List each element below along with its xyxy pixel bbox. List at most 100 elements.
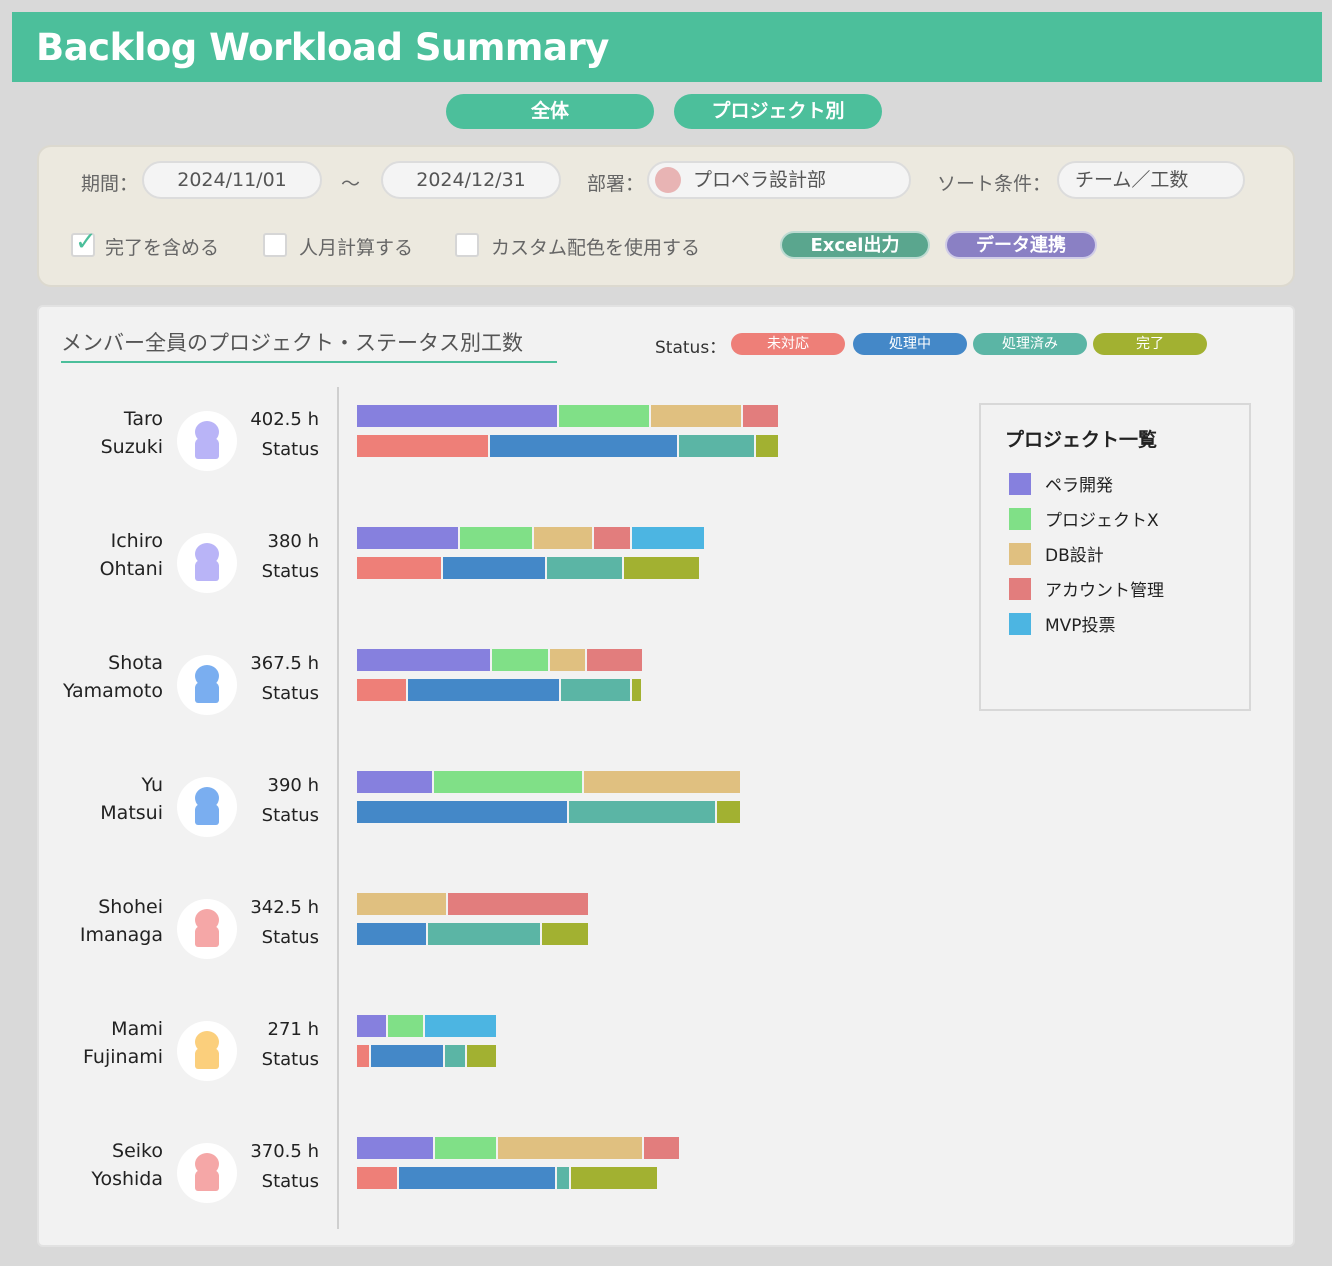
project-bar [357, 1015, 496, 1037]
project-segment[interactable] [559, 405, 649, 427]
avatar-icon [177, 655, 237, 715]
status-segment[interactable] [490, 435, 677, 457]
status-bar [357, 1167, 657, 1189]
project-segment[interactable] [448, 893, 588, 915]
avatar-icon [177, 899, 237, 959]
status-segment[interactable] [756, 435, 778, 457]
status-segment[interactable] [443, 557, 545, 579]
member-hours: 380 h Status [262, 527, 319, 587]
member-row: Seiko Yoshida 370.5 h Status [39, 1137, 959, 1247]
project-segment[interactable] [587, 649, 642, 671]
project-segment[interactable] [492, 649, 548, 671]
member-first-name: Yu [141, 774, 163, 796]
member-row: Yu Matsui 390 h Status [39, 771, 959, 881]
avatar-head [195, 421, 219, 443]
check-icon: ✓ [75, 227, 97, 257]
member-name: Ichiro Ohtani [100, 527, 163, 583]
member-hours: 367.5 h Status [250, 649, 319, 709]
legend-label: MVP投票 [1045, 616, 1116, 636]
status-segment[interactable] [547, 557, 622, 579]
project-segment[interactable] [534, 527, 592, 549]
status-segment[interactable] [717, 801, 740, 823]
legend-swatch [1009, 473, 1031, 495]
member-hours: 370.5 h Status [250, 1137, 319, 1197]
status-segment[interactable] [357, 435, 488, 457]
status-segment[interactable] [445, 1045, 465, 1067]
avatar-icon [177, 1143, 237, 1203]
member-row: Taro Suzuki 402.5 h Status [39, 405, 959, 515]
project-segment[interactable] [460, 527, 532, 549]
status-segment[interactable] [371, 1045, 443, 1067]
project-segment[interactable] [651, 405, 741, 427]
status-chip: 処理済み [973, 333, 1087, 355]
legend-label: DB設計 [1045, 546, 1104, 566]
tab-by-project[interactable]: プロジェクト別 [674, 94, 882, 129]
member-last-name: Yoshida [91, 1168, 163, 1190]
status-bar [357, 801, 740, 823]
excel-export-button[interactable]: Excel出力 [780, 231, 930, 259]
status-segment[interactable] [624, 557, 699, 579]
department-select[interactable]: プロペラ設計部 [647, 161, 911, 199]
status-row-label: Status [261, 439, 319, 460]
project-segment[interactable] [550, 649, 585, 671]
project-segment[interactable] [357, 893, 446, 915]
status-segment[interactable] [467, 1045, 496, 1067]
status-segment[interactable] [357, 923, 426, 945]
status-segment[interactable] [569, 801, 715, 823]
project-segment[interactable] [632, 527, 704, 549]
project-segment[interactable] [434, 771, 582, 793]
hours-total: 380 h [267, 531, 320, 552]
sort-select[interactable]: チーム／工数 [1057, 161, 1245, 199]
project-segment[interactable] [644, 1137, 679, 1159]
avatar-icon [177, 533, 237, 593]
status-segment[interactable] [408, 679, 559, 701]
project-segment[interactable] [357, 771, 432, 793]
status-segment[interactable] [632, 679, 641, 701]
status-row-label: Status [261, 561, 319, 582]
legend-title: プロジェクト一覧 [1005, 429, 1158, 451]
project-segment[interactable] [498, 1137, 642, 1159]
project-segment[interactable] [388, 1015, 423, 1037]
status-segment[interactable] [357, 679, 406, 701]
avatar-head [195, 665, 219, 687]
man-month-checkbox[interactable] [263, 233, 287, 257]
tab-overall[interactable]: 全体 [446, 94, 654, 129]
end-date-field[interactable]: 2024/12/31 [381, 161, 561, 199]
project-segment[interactable] [357, 649, 490, 671]
status-segment[interactable] [679, 435, 754, 457]
status-segment[interactable] [399, 1167, 555, 1189]
data-link-button[interactable]: データ連携 [945, 231, 1097, 259]
start-date-field[interactable]: 2024/11/01 [142, 161, 322, 199]
project-segment[interactable] [435, 1137, 496, 1159]
status-chip: 処理中 [853, 333, 967, 355]
status-row-label: Status [261, 1171, 319, 1192]
status-segment[interactable] [357, 557, 441, 579]
include-completed-checkbox[interactable]: ✓ [71, 227, 97, 257]
legend-label: プロジェクトX [1045, 511, 1159, 531]
status-segment[interactable] [357, 1167, 397, 1189]
project-segment[interactable] [357, 1137, 433, 1159]
project-segment[interactable] [357, 1015, 386, 1037]
status-segment[interactable] [357, 1045, 369, 1067]
custom-color-checkbox[interactable] [455, 233, 479, 257]
legend-label: アカウント管理 [1045, 581, 1164, 601]
project-segment[interactable] [357, 527, 458, 549]
member-first-name: Taro [123, 408, 163, 430]
project-segment[interactable] [425, 1015, 496, 1037]
status-segment[interactable] [357, 801, 567, 823]
project-bar [357, 527, 704, 549]
status-segment[interactable] [542, 923, 588, 945]
avatar-head [195, 787, 219, 809]
avatar-body [195, 438, 219, 459]
status-segment[interactable] [428, 923, 540, 945]
project-segment[interactable] [584, 771, 740, 793]
status-segment[interactable] [561, 679, 630, 701]
project-segment[interactable] [357, 405, 557, 427]
project-segment[interactable] [594, 527, 630, 549]
status-segment[interactable] [557, 1167, 569, 1189]
project-segment[interactable] [743, 405, 778, 427]
status-segment[interactable] [571, 1167, 657, 1189]
legend-swatch [1009, 613, 1031, 635]
member-last-name: Yamamoto [63, 680, 163, 702]
member-name: Mami Fujinami [83, 1015, 163, 1071]
